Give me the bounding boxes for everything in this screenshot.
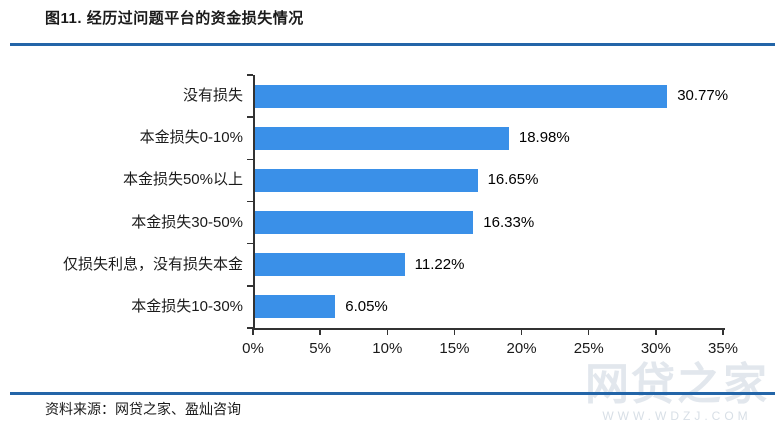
x-tick-label: 5% <box>309 340 331 357</box>
bar <box>254 126 509 150</box>
y-axis-tick <box>247 74 253 76</box>
x-axis-tick <box>386 328 389 335</box>
x-axis-tick <box>453 328 456 335</box>
y-axis-tick <box>247 242 253 245</box>
x-tick-label: 30% <box>640 340 671 357</box>
category-label: 本金损失10-30% <box>131 297 243 315</box>
x-axis-tick <box>722 328 724 335</box>
bar <box>254 295 336 319</box>
x-tick-label: 10% <box>372 340 403 357</box>
source-note: 资料来源：网贷之家、盈灿咨询 <box>45 401 241 417</box>
x-tick-label: 15% <box>439 340 470 357</box>
value-label: 18.98% <box>518 129 570 147</box>
y-axis-tick <box>247 200 253 203</box>
bottom-divider <box>10 392 775 395</box>
x-tick-label: 0% <box>242 340 264 357</box>
x-tick-label: 25% <box>573 340 604 357</box>
x-axis-tick <box>587 328 590 335</box>
bar <box>254 211 474 235</box>
x-axis-tick <box>252 328 254 335</box>
x-axis-line <box>253 328 725 330</box>
x-axis-tick <box>655 328 657 335</box>
category-label: 仅损失利息，没有损失本金 <box>62 255 243 273</box>
y-axis-tick <box>247 327 253 329</box>
bar <box>254 253 405 277</box>
value-label: 30.77% <box>677 87 729 104</box>
value-label: 16.33% <box>483 213 535 231</box>
value-label: 16.65% <box>487 171 539 189</box>
x-tick-label: 20% <box>506 340 537 357</box>
category-label: 本金损失0-10% <box>139 129 243 147</box>
y-axis-tick <box>247 285 253 287</box>
y-axis-tick <box>247 158 253 161</box>
y-axis-tick <box>247 116 253 118</box>
x-axis-tick <box>520 328 523 335</box>
y-axis-line <box>253 75 255 330</box>
value-label: 6.05% <box>345 297 388 315</box>
category-label: 没有损失 <box>182 87 243 104</box>
value-label: 11.22% <box>414 255 465 273</box>
figure-title: 图11. 经历过问题平台的资金损失情况 <box>45 10 304 27</box>
top-divider <box>10 43 775 46</box>
category-label: 本金损失30-50% <box>131 213 243 231</box>
category-label: 本金损失50%以上 <box>122 171 243 189</box>
bar <box>254 168 478 192</box>
bar <box>254 84 668 108</box>
x-axis-tick <box>319 328 321 335</box>
x-tick-label: 35% <box>707 340 739 357</box>
